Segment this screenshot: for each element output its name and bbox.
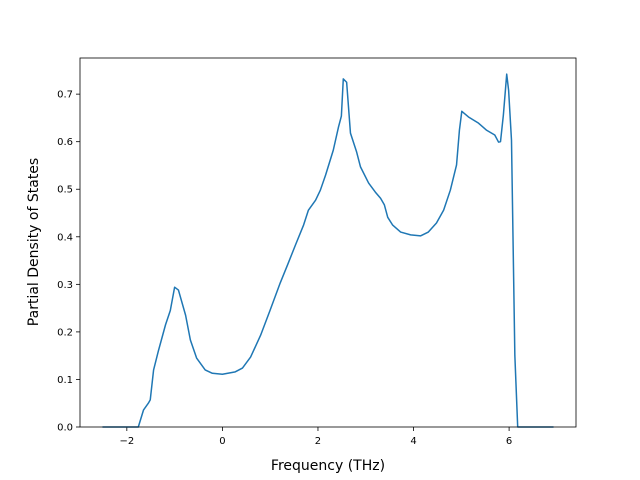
y-tick-label: 0.2 [57, 327, 73, 338]
y-axis-label: Partial Density of States [26, 158, 42, 326]
x-tick-label: 2 [315, 436, 321, 447]
line-series [102, 73, 554, 428]
x-tick-label: 4 [410, 436, 416, 447]
x-axis-label: Frequency (THz) [271, 458, 385, 474]
y-tick-label: 0.6 [57, 137, 73, 148]
y-tick-label: 0.3 [57, 280, 73, 291]
y-tick-label: 0.5 [57, 185, 73, 196]
x-tick-label: −2 [119, 436, 134, 447]
y-tick-label: 0.0 [57, 423, 73, 434]
y-tick-label: 0.4 [57, 232, 73, 243]
x-tick-label: 6 [506, 436, 512, 447]
y-tick-label: 0.7 [57, 90, 73, 101]
x-tick-label: 0 [219, 436, 225, 447]
plot-frame [79, 57, 577, 428]
y-tick-label: 0.1 [57, 375, 73, 386]
